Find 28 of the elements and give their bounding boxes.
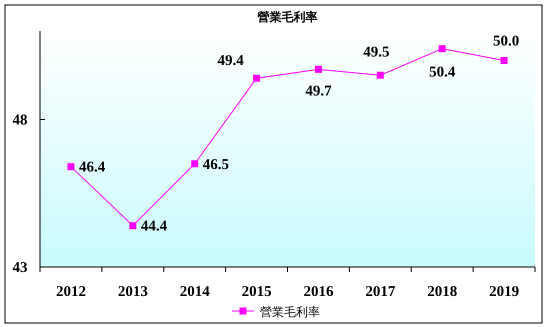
point [129,222,136,230]
point [438,45,446,52]
point [376,72,384,79]
point [314,66,322,73]
chart-title: 營業毛利率 [258,10,318,24]
data-label: 44.4 [140,218,168,235]
point [191,160,198,168]
x-tick-label: 2018 [427,284,458,300]
x-tick-label: 2017 [365,284,396,300]
data-label: 49.4 [217,53,244,70]
y-tick-label: 48 [12,112,28,128]
data-label: 46.4 [78,160,106,176]
point [500,57,508,64]
x-tick-label: 2012 [56,284,86,300]
x-tick-label: 2015 [242,284,272,300]
data-label: 50.0 [492,34,520,50]
legend-label: 營業毛利率 [260,305,320,319]
data-label: 49.5 [363,44,390,60]
data-label: 50.4 [429,64,456,81]
point [67,163,74,170]
x-tick-label: 2019 [489,284,520,300]
x-tick-label: 2016 [303,284,334,300]
y-tick-label: 43 [12,260,28,276]
x-tick-label: 2014 [180,284,210,300]
point [253,74,260,82]
data-label: 46.5 [202,156,229,173]
x-tick-label: 2013 [118,284,148,300]
data-label: 49.7 [305,83,332,100]
